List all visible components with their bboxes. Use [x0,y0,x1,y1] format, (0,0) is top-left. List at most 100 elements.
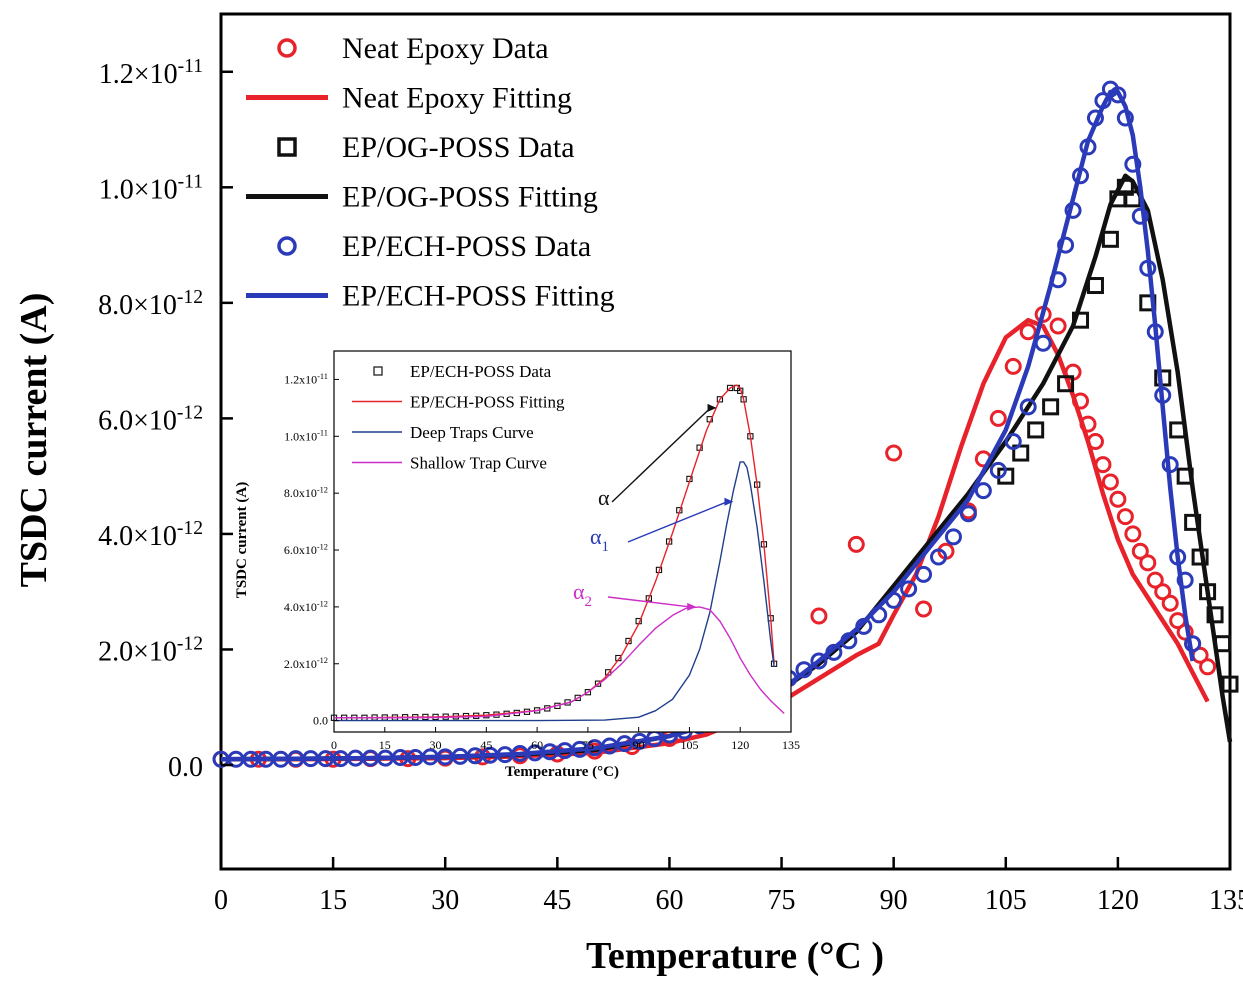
inset-y-tick-label-exponent: -11 [317,372,328,381]
main-legend-swatch-ep-og-poss-data [277,137,297,157]
inset-x-axis-title: Temperature (°C) [505,764,619,780]
main-x-tick-label: 15 [319,885,347,916]
inset-x-tick-label: 0 [331,738,337,752]
main-point-ep-og-poss-data [1101,230,1119,248]
main-y-tick-label-text: 1.0×10 [99,174,178,205]
inset-annotation-symbol: α [598,485,610,510]
main-point-neat-epoxy-data [1124,525,1142,543]
inset-x-tick-label: 45 [480,738,492,752]
main-y-tick-label-exponent: -11 [178,56,203,77]
inset-series-layer [330,384,785,722]
main-point-neat-epoxy-data [1161,594,1179,612]
inset-y-tick-label-exponent: -12 [317,486,328,495]
inset-annotation-symbol: α [590,524,602,549]
inset-point-ep-ech-poss-data [605,669,612,676]
inset-x-tick-label: 15 [379,738,391,752]
main-point-neat-epoxy-data [1146,571,1164,589]
inset-y-tick-label-text: 8.0x10 [284,486,317,500]
main-point-ep-ech-poss-data [930,548,948,566]
main-x-tick-label: 90 [880,885,908,916]
main-point-neat-epoxy-data [915,600,933,618]
main-point-ep-ech-poss-data [1004,433,1022,450]
main-point-ep-ech-poss-data [944,528,962,546]
main-legend-label: EP/OG-POSS Fitting [342,181,598,214]
main-point-neat-epoxy-data [1199,658,1217,676]
inset-y-tick-label: 1.0x10-11 [284,429,328,444]
inset-y-tick-label: 8.0x10-12 [284,486,328,501]
inset-y-tick-label-text: 1.0x10 [284,429,317,443]
main-y-tick-label: 6.0×10-12 [98,403,203,437]
main-x-tick-label: 75 [768,885,796,916]
main-x-tick-label: 0 [214,885,228,916]
inset-x-tick-label: 90 [633,738,645,752]
main-legend-label: EP/ECH-POSS Data [342,230,591,263]
main-y-tick-label-exponent: -12 [177,287,203,308]
inset-y-tick-label-text: 0.0 [313,714,328,728]
main-point-neat-epoxy-data [847,535,865,553]
main-y-tick-label: 8.0×10-12 [98,287,203,321]
main-y-tick-label-text: 4.0×10 [98,521,177,552]
main-y-tick-label-exponent: -12 [177,634,203,655]
main-y-tick-label: 4.0×10-12 [98,518,203,552]
main-y-tick-label: 0.0 [168,752,203,783]
inset-annotation-label: α [598,485,610,510]
inset-y-tick-label-text: 2.0x10 [284,657,317,671]
inset-y-tick-label-text: 4.0x10 [284,600,317,614]
inset-y-axis-title: TSDC current (A) [234,482,250,598]
main-x-tick-label: 30 [431,885,459,916]
main-y-tick-label-text: 1.2×10 [99,59,178,90]
main-point-neat-epoxy-data [1131,542,1149,560]
inset-annotation-subscript: 1 [602,539,610,555]
main-point-ep-ech-poss-data [1019,398,1037,416]
main-point-neat-epoxy-data [1139,554,1157,572]
main-point-ep-ech-poss-data [915,565,933,583]
main-y-tick-label-text: 0.0 [168,752,203,783]
inset-legend: EP/ECH-POSS Data EP/ECH-POSS Fitting Deep … [352,362,565,473]
inset-legend-label: EP/ECH-POSS Fitting [410,393,565,412]
inset-series-shallow-trap-curve [334,606,785,719]
inset-x-tick-label: 60 [531,738,543,752]
main-y-axis-title: TSDC current (A) [13,293,55,588]
main-point-ep-ech-poss-data [974,482,992,500]
inset-legend-label: Shallow Trap Curve [410,454,547,473]
main-legend-swatch-ep-ech-poss-data [277,236,297,256]
inset-axes: 0 15 30 45 60 75 90 105 120 1350.02.0x10-124.0x10… [284,372,800,752]
main-series-ep-ech-poss-fitting [220,89,1195,762]
main-x-tick-label: 120 [1097,885,1139,916]
main-point-ep-ech-poss-data [1057,236,1075,254]
main-y-tick-label-exponent: -11 [178,172,203,193]
main-point-ep-og-poss-data [1042,398,1060,416]
inset-y-tick-label: 4.0x10-12 [284,599,328,614]
inset-point-ep-ech-poss-data [716,396,724,403]
main-y-tick-label-exponent: -12 [177,403,203,424]
main-y-tick-label-text: 2.0×10 [98,636,177,667]
main-y-tick-label: 2.0×10-12 [98,634,203,668]
main-point-neat-epoxy-data [1116,508,1134,526]
inset-annotation-arrow-head [687,602,697,611]
main-point-ep-ech-poss-data [900,580,918,598]
main-point-neat-epoxy-data [1154,583,1172,601]
main-point-neat-epoxy-data [1004,357,1022,375]
main-point-neat-epoxy-data [1109,490,1127,508]
main-y-tick-label-text: 8.0×10 [98,290,177,321]
main-legend-label: EP/ECH-POSS Fitting [342,280,615,313]
main-point-neat-epoxy-data [1101,473,1119,491]
main-point-neat-epoxy-data [1019,323,1037,341]
inset-annotation-subscript: 2 [585,594,593,610]
main-point-ep-ech-poss-data [1176,571,1194,589]
main-x-tick-label: 60 [655,885,683,916]
main-point-neat-epoxy-data [885,444,903,462]
main-x-tick-label: 105 [985,885,1027,916]
main-y-tick-label: 1.0×10-11 [99,172,203,206]
inset-y-tick-label: 0.0 [313,714,328,728]
main-point-ep-og-poss-data [1027,421,1045,439]
main-axes: 01530456075901051201350.02.0×10-124.0×10… [98,56,1243,916]
inset-x-tick-label: 135 [782,738,800,752]
inset-point-ep-ech-poss-data [574,694,581,702]
inset-y-tick-label-exponent: -12 [317,542,328,551]
main-point-ep-ech-poss-data [959,505,977,523]
inset-y-tick-label: 2.0x10-12 [284,656,328,671]
inset-y-tick-label-exponent: -12 [317,599,328,608]
